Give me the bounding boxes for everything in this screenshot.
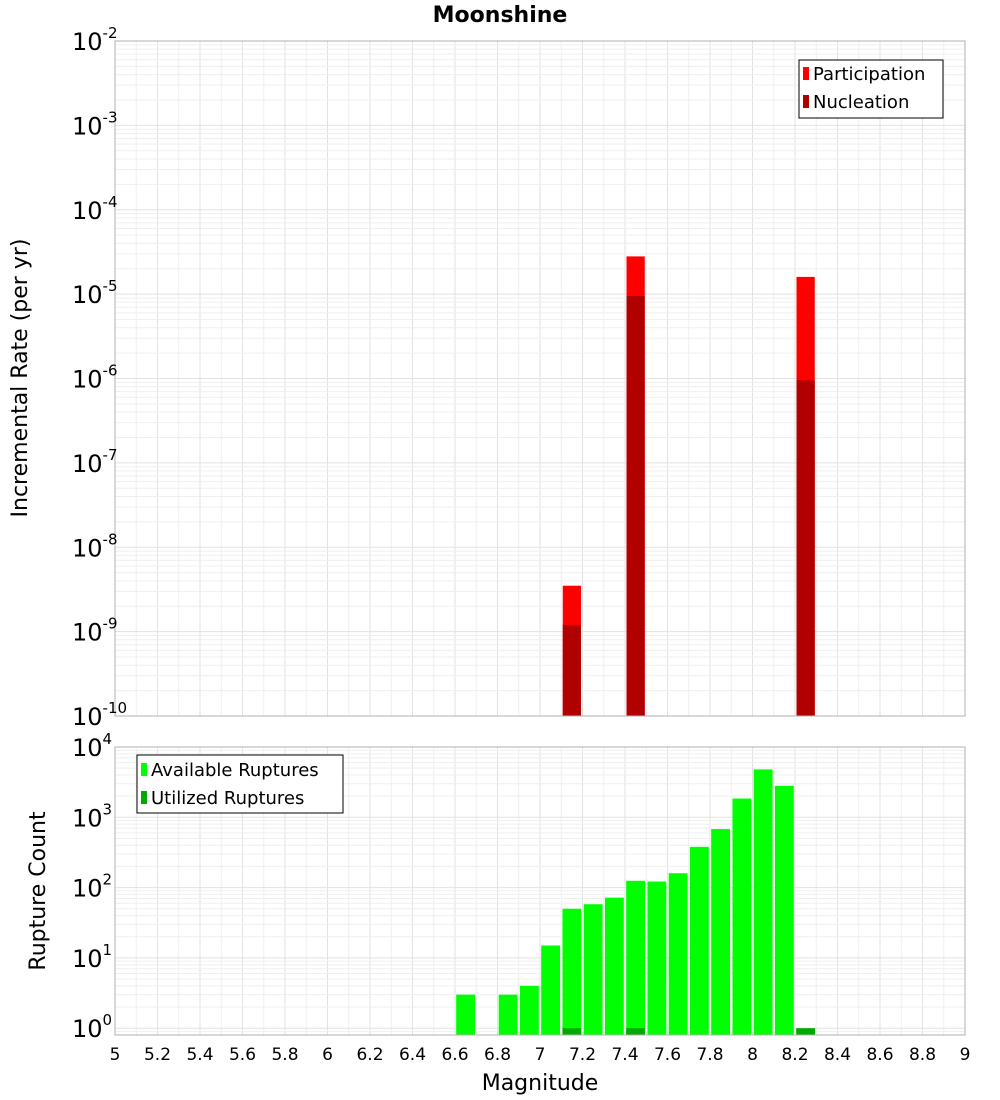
bottom-legend-box xyxy=(136,754,344,814)
y-tick-label: 10-9 xyxy=(72,615,118,647)
bar-nucleation xyxy=(796,380,815,716)
y-tick-label: 100 xyxy=(72,1011,112,1043)
x-tick-label: 5.6 xyxy=(229,1045,256,1065)
bar-available-ruptures xyxy=(583,904,603,1035)
y-tick-label: 10-6 xyxy=(72,362,118,394)
bar-utilized-ruptures xyxy=(626,1028,646,1035)
bar-available-ruptures xyxy=(774,785,794,1035)
legend-label-utilized-ruptures: Utilized Ruptures xyxy=(151,788,304,809)
y-tick-label: 102 xyxy=(72,871,112,903)
legend-swatch-participation xyxy=(803,67,809,80)
x-tick-label: 5.8 xyxy=(271,1045,298,1065)
bar-available-ruptures xyxy=(689,846,709,1035)
x-tick-labels: 5 5.2 5.4 5.6 5.8 6 6.2 6.4 6.6 6.8 7 7.2 7.4 7.6 7.8 8… xyxy=(110,1045,971,1065)
x-tick-label: 6.6 xyxy=(441,1045,468,1065)
legend-swatch-available-ruptures xyxy=(141,763,147,776)
bar-available-ruptures xyxy=(711,829,731,1035)
x-tick-label: 6.8 xyxy=(484,1045,511,1065)
bar-nucleation xyxy=(562,624,581,716)
legend-swatch-nucleation xyxy=(803,95,809,108)
top-rate-panel: 10-10 10-9 10-8 10-7 10-6 10-5 10-4 10-3 10-2 In… xyxy=(8,24,966,731)
x-tick-label: 8.2 xyxy=(781,1045,808,1065)
y-tick-label: 10-3 xyxy=(72,108,118,140)
top-legend: Participation Nucleation xyxy=(798,59,944,119)
legend-label-available-ruptures: Available Ruptures xyxy=(151,760,319,781)
y-tick-label: 10-8 xyxy=(72,530,118,562)
bar-available-ruptures xyxy=(562,908,582,1035)
bar-utilized-ruptures xyxy=(562,1028,582,1035)
top-y-axis-label: Incremental Rate (per yr) xyxy=(8,239,33,518)
x-tick-label: 8.8 xyxy=(909,1045,936,1065)
bottom-legend: Available Ruptures Utilized Ruptures xyxy=(136,754,344,814)
y-tick-label: 104 xyxy=(72,730,112,762)
legend-swatch-utilized-ruptures xyxy=(141,791,147,804)
bar-nucleation xyxy=(626,296,645,716)
y-tick-label: 10-7 xyxy=(72,446,118,478)
y-tick-label: 10-5 xyxy=(72,277,118,309)
top-bars xyxy=(562,256,815,716)
bar-utilized-ruptures xyxy=(796,1028,816,1035)
x-tick-label: 7.2 xyxy=(569,1045,596,1065)
bar-available-ruptures xyxy=(732,798,752,1035)
x-tick-label: 5 xyxy=(110,1045,121,1065)
bottom-y-axis-label: Rupture Count xyxy=(26,811,51,971)
x-tick-label: 8.4 xyxy=(824,1045,851,1065)
y-tick-label: 10-2 xyxy=(72,24,118,56)
y-tick-label: 103 xyxy=(72,800,112,832)
x-tick-label: 7.6 xyxy=(654,1045,681,1065)
x-tick-label: 7 xyxy=(535,1045,546,1065)
bar-available-ruptures xyxy=(604,897,624,1035)
legend-label-nucleation: Nucleation xyxy=(813,92,909,113)
y-tick-label: 10-4 xyxy=(72,193,118,225)
x-tick-label: 7.4 xyxy=(611,1045,638,1065)
bar-available-ruptures xyxy=(541,945,561,1035)
x-tick-label: 7.8 xyxy=(696,1045,723,1065)
bar-available-ruptures xyxy=(753,769,773,1035)
x-tick-label: 5.2 xyxy=(144,1045,171,1065)
y-tick-label: 101 xyxy=(72,941,112,973)
x-tick-label: 6 xyxy=(322,1045,333,1065)
x-axis-label: Magnitude xyxy=(482,1071,599,1096)
x-tick-label: 6.4 xyxy=(399,1045,426,1065)
x-tick-label: 6.2 xyxy=(356,1045,383,1065)
bar-available-ruptures xyxy=(626,880,646,1035)
chart-title: Moonshine xyxy=(433,3,568,28)
bar-available-ruptures xyxy=(456,994,476,1035)
bar-available-ruptures xyxy=(498,994,518,1035)
bar-available-ruptures xyxy=(668,873,688,1035)
bar-available-ruptures xyxy=(647,881,667,1035)
legend-label-participation: Participation xyxy=(813,64,925,85)
x-tick-label: 8 xyxy=(747,1045,758,1065)
bottom-plot-frame xyxy=(114,746,966,1036)
x-tick-label: 8.6 xyxy=(866,1045,893,1065)
top-grid xyxy=(114,40,966,717)
y-tick-label: 10-10 xyxy=(72,699,127,731)
bottom-count-panel: 100 101 102 103 104 5 5.2 5.4 5.6 5.8 6 6.2 6.4 6.6 6… xyxy=(26,730,970,1096)
bar-available-ruptures xyxy=(519,985,539,1035)
bottom-bars xyxy=(456,769,816,1035)
top-legend-box xyxy=(798,59,944,119)
top-y-tick-labels: 10-10 10-9 10-8 10-7 10-6 10-5 10-4 10-3 10-2 xyxy=(72,24,127,731)
x-tick-label: 9 xyxy=(960,1045,971,1065)
bottom-y-tick-labels: 100 101 102 103 104 xyxy=(72,730,112,1043)
x-tick-label: 5.4 xyxy=(186,1045,213,1065)
top-plot-frame xyxy=(114,40,966,717)
